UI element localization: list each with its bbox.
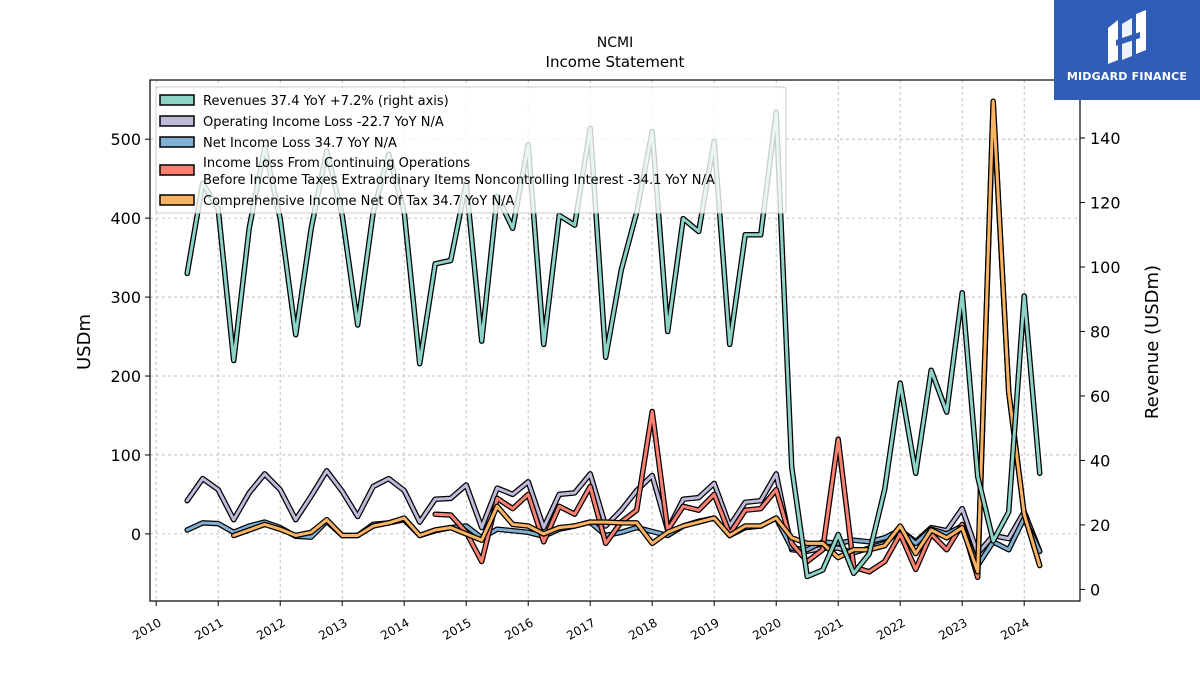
y-axis-label-left: USDm [74, 314, 95, 370]
y-tick-label-left: 100 [110, 446, 141, 465]
legend-swatch [159, 136, 195, 148]
series-line [432, 100, 1043, 581]
y-tick-label-left: 400 [110, 209, 141, 228]
legend-box [155, 86, 787, 214]
legend: Revenues 37.4 YoY +7.2% (right axis) Oper… [155, 86, 787, 214]
y-tick-label-right: 40 [1090, 451, 1110, 470]
legend-swatch [159, 115, 195, 127]
brand-logo: MIDGARD FINANCE [1054, 0, 1200, 100]
y-tick-label-right: 60 [1090, 387, 1110, 406]
chart-title: NCMI [597, 35, 633, 51]
legend-swatch [159, 194, 195, 206]
x-tick-label: 2024 [998, 615, 1031, 642]
y-tick-label-right: 0 [1090, 580, 1100, 599]
logo-text: MIDGARD FINANCE [1066, 70, 1188, 83]
legend-label: Before Income Taxes Extraordinary Items … [203, 173, 715, 188]
y-tick-label-left: 500 [110, 130, 141, 149]
x-tick-label: 2023 [936, 615, 969, 642]
y-tick-label-left: 300 [110, 288, 141, 307]
y-axis-label-right: Revenue (USDm) [1142, 265, 1163, 419]
y-tick-label-right: 120 [1090, 194, 1121, 213]
legend-label: Revenues 37.4 YoY +7.2% (right axis) [203, 94, 449, 109]
y-tick-label-left: 200 [110, 367, 141, 386]
legend-label: Comprehensive Income Net Of Tax 34.7 YoY… [203, 194, 515, 209]
legend-label: Income Loss From Continuing Operations [203, 156, 470, 171]
y-tick-label-right: 20 [1090, 516, 1110, 535]
series-line-stroke [433, 102, 1042, 579]
legend-label: Net Income Loss 34.7 YoY N/A [203, 136, 397, 151]
y-tick-label-left: 0 [131, 525, 141, 544]
x-tick-label: 2011 [192, 615, 225, 642]
x-tick-label: 2012 [254, 615, 287, 642]
x-tick-label: 2016 [502, 615, 535, 642]
legend-swatch [159, 94, 195, 106]
x-tick-label: 2017 [564, 615, 597, 642]
y-tick-label-right: 140 [1090, 129, 1121, 148]
legend-swatch [159, 164, 195, 176]
x-tick-label: 2014 [378, 615, 411, 642]
x-tick-label: 2019 [688, 615, 721, 642]
x-tick-label: 2020 [750, 615, 783, 642]
logo-mark-icon [1108, 10, 1146, 64]
x-tick-label: 2010 [130, 615, 163, 642]
chart-subtitle: Income Statement [546, 53, 685, 71]
y-tick-label-right: 100 [1090, 258, 1121, 277]
plot-frame [149, 79, 1081, 602]
x-tick-label: 2021 [812, 615, 845, 642]
x-tick-label: 2015 [440, 615, 473, 642]
y-tick-label-right: 80 [1090, 322, 1110, 341]
x-tick-label: 2018 [626, 615, 659, 642]
x-tick-label: 2022 [874, 615, 907, 642]
x-tick-label: 2013 [316, 615, 349, 642]
legend-label: Operating Income Loss -22.7 YoY N/A [203, 115, 444, 130]
series-line [230, 98, 1043, 575]
series-line-stroke [232, 99, 1042, 574]
